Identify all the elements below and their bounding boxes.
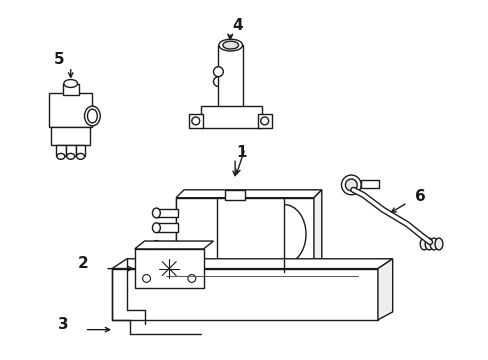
Ellipse shape	[152, 240, 160, 251]
Ellipse shape	[142, 275, 150, 282]
Bar	[63, 84, 79, 95]
Bar	[66, 145, 76, 156]
Polygon shape	[377, 259, 392, 320]
Ellipse shape	[219, 39, 242, 51]
Bar	[156, 223, 178, 232]
Ellipse shape	[57, 153, 65, 159]
Text: 4: 4	[232, 18, 243, 33]
Ellipse shape	[345, 179, 357, 191]
Text: 5: 5	[54, 53, 64, 67]
Ellipse shape	[64, 80, 78, 87]
Bar	[156, 241, 178, 250]
Text: 2: 2	[78, 256, 89, 271]
Ellipse shape	[187, 275, 195, 282]
Ellipse shape	[77, 153, 84, 159]
Polygon shape	[313, 190, 321, 271]
Ellipse shape	[87, 109, 97, 123]
Ellipse shape	[219, 108, 242, 120]
Ellipse shape	[152, 208, 160, 218]
Bar	[176, 198, 217, 271]
Ellipse shape	[84, 106, 100, 126]
Polygon shape	[135, 241, 213, 249]
Bar	[361, 180, 378, 188]
Ellipse shape	[191, 117, 199, 125]
Bar	[51, 127, 90, 145]
Bar	[156, 208, 178, 217]
Ellipse shape	[213, 67, 223, 77]
Ellipse shape	[419, 238, 427, 250]
Text: 1: 1	[236, 145, 247, 160]
Bar	[56, 145, 66, 156]
Ellipse shape	[429, 238, 437, 250]
Bar	[188, 114, 202, 128]
Bar	[176, 198, 313, 271]
Ellipse shape	[341, 175, 361, 195]
Ellipse shape	[152, 223, 160, 233]
Bar	[76, 145, 85, 156]
Bar	[112, 269, 377, 320]
Ellipse shape	[434, 238, 442, 250]
Polygon shape	[112, 259, 392, 269]
Bar	[135, 249, 203, 288]
Ellipse shape	[260, 117, 268, 125]
Ellipse shape	[223, 41, 238, 49]
Bar	[257, 114, 271, 128]
Bar	[200, 106, 261, 128]
Text: 3: 3	[58, 317, 68, 332]
Ellipse shape	[67, 153, 75, 159]
Bar	[49, 93, 92, 127]
Text: 6: 6	[414, 189, 425, 204]
Bar	[225, 190, 244, 200]
Bar	[218, 45, 243, 114]
Ellipse shape	[424, 238, 432, 250]
Polygon shape	[176, 190, 321, 198]
